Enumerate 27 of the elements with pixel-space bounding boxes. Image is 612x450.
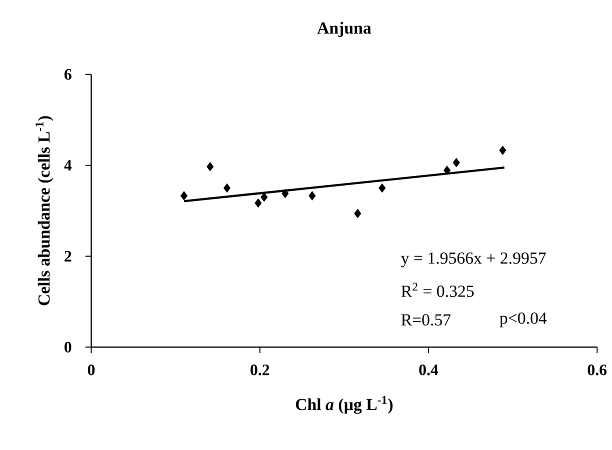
point <box>260 192 268 202</box>
point <box>308 190 316 200</box>
annotation: R$^{2}$ = 0.325 <box>401 282 474 297</box>
annotation: y = 1.9566x + 2.9957 <box>401 252 546 268</box>
point <box>206 162 214 172</box>
chart-title: Anjuna <box>317 22 372 38</box>
y-tick-label: 0 <box>64 342 72 352</box>
y-tick-label: 4 <box>64 160 72 170</box>
point <box>282 188 289 198</box>
point <box>499 145 506 155</box>
x-tick-label: 0 <box>88 364 95 376</box>
point <box>378 183 386 193</box>
annotation: p<0.04 <box>500 312 547 328</box>
y-axis-title: Cells abundance (cells L$^{-1}$) <box>36 116 54 306</box>
annotation: R=0.57 <box>401 314 451 326</box>
x-tick-label: 0.6 <box>588 364 607 376</box>
point <box>254 198 262 208</box>
point <box>223 183 231 193</box>
point <box>354 208 362 218</box>
y-tick-label: 2 <box>64 250 72 262</box>
point <box>452 158 460 168</box>
point <box>180 190 188 200</box>
x-tick-label: 0.2 <box>250 364 270 376</box>
y-tick-label: 6 <box>64 68 72 80</box>
point <box>444 165 451 175</box>
x-axis-title: Chl a (µg L$^{-1}$) <box>296 396 393 414</box>
x-tick-label: 0.4 <box>419 364 438 376</box>
